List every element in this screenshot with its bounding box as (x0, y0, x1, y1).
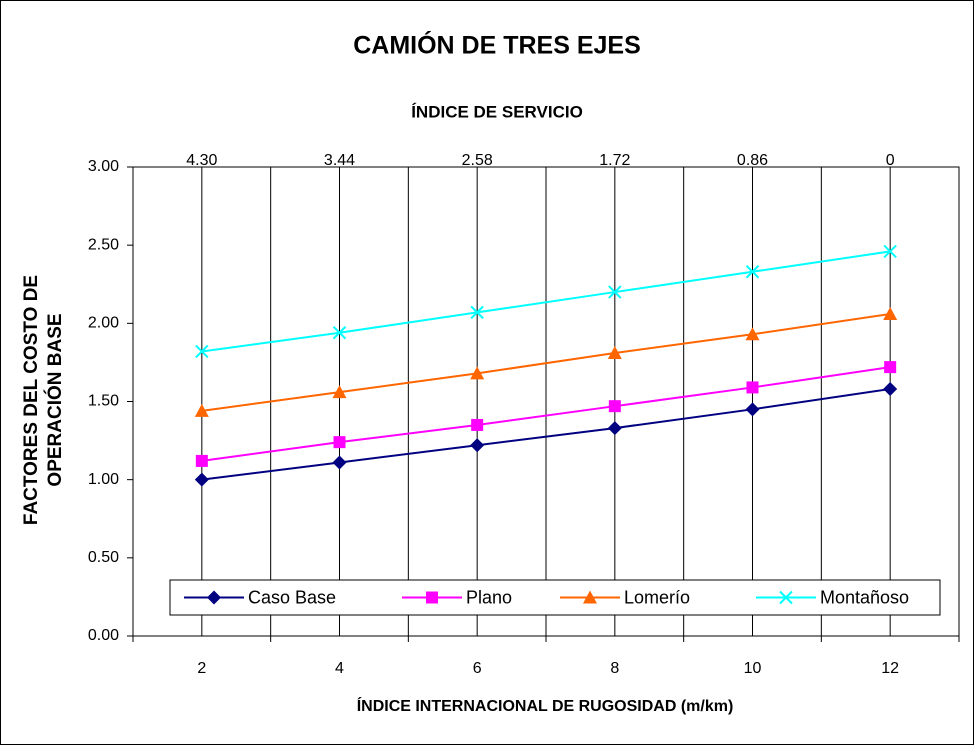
x-tick-label: 10 (744, 660, 762, 677)
y-tick-label: 2.00 (88, 315, 119, 332)
x2-tick-label: 1.72 (599, 152, 630, 169)
marker (332, 385, 347, 399)
legend-label: Plano (466, 587, 512, 607)
legend-label: Caso Base (248, 587, 336, 607)
legend-label: Montañoso (820, 587, 909, 607)
x2-tick-label: 0 (886, 152, 895, 169)
series-line (201, 312, 891, 412)
series-line (201, 250, 891, 353)
marker (745, 402, 760, 417)
marker (470, 366, 485, 380)
y-tick-label: 1.50 (88, 393, 119, 410)
y-axis-title: FACTORES DEL COSTO DE OPERACIÓN BASE (21, 275, 66, 525)
marker (883, 306, 898, 320)
marker (779, 590, 793, 605)
chart-title: CAMIÓN DE TRES EJES (353, 30, 641, 60)
marker (194, 403, 209, 417)
series-line (201, 388, 891, 481)
x2-tick-label: 0.86 (737, 152, 768, 169)
y-tick-label: 0.00 (88, 627, 119, 644)
x-tick-label: 12 (881, 660, 899, 677)
y-axis-title-line: OPERACIÓN BASE (44, 313, 66, 486)
y-tick-label: 0.50 (88, 549, 119, 566)
marker (470, 305, 484, 320)
x2-tick-label: 4.30 (186, 152, 217, 169)
marker (883, 244, 897, 259)
marker (746, 381, 759, 394)
x-tick-label: 4 (335, 660, 344, 677)
marker (607, 421, 622, 436)
marker (608, 400, 621, 413)
marker (195, 454, 208, 467)
marker (207, 590, 221, 605)
series-line (201, 366, 891, 462)
marker (332, 455, 347, 470)
marker (608, 285, 622, 299)
marker (470, 438, 485, 453)
x2-axis-title: ÍNDICE DE SERVICIO (411, 102, 583, 121)
y-tick-label: 3.00 (88, 158, 119, 175)
y-tick-label: 2.50 (88, 236, 119, 253)
x2-tick-label: 3.44 (324, 152, 355, 169)
legend-label: Lomerío (624, 587, 690, 607)
y-axis-title-line: FACTORES DEL COSTO DE (21, 275, 42, 525)
marker (195, 344, 209, 359)
marker (426, 591, 438, 604)
marker (583, 590, 597, 604)
x-tick-label: 2 (197, 660, 206, 677)
marker (194, 472, 209, 487)
x-tick-label: 8 (610, 660, 619, 677)
marker (332, 326, 347, 340)
marker (333, 436, 346, 449)
marker (745, 327, 760, 341)
marker (884, 361, 897, 374)
x-tick-label: 6 (473, 660, 482, 677)
y-tick-label: 1.00 (88, 471, 119, 488)
x-axis-title: ÍNDICE INTERNACIONAL DE RUGOSIDAD (m/km) (357, 696, 734, 715)
x2-tick-label: 2.58 (462, 152, 493, 169)
marker (745, 265, 760, 279)
marker (607, 346, 622, 360)
marker (471, 418, 484, 431)
marker (883, 381, 898, 396)
